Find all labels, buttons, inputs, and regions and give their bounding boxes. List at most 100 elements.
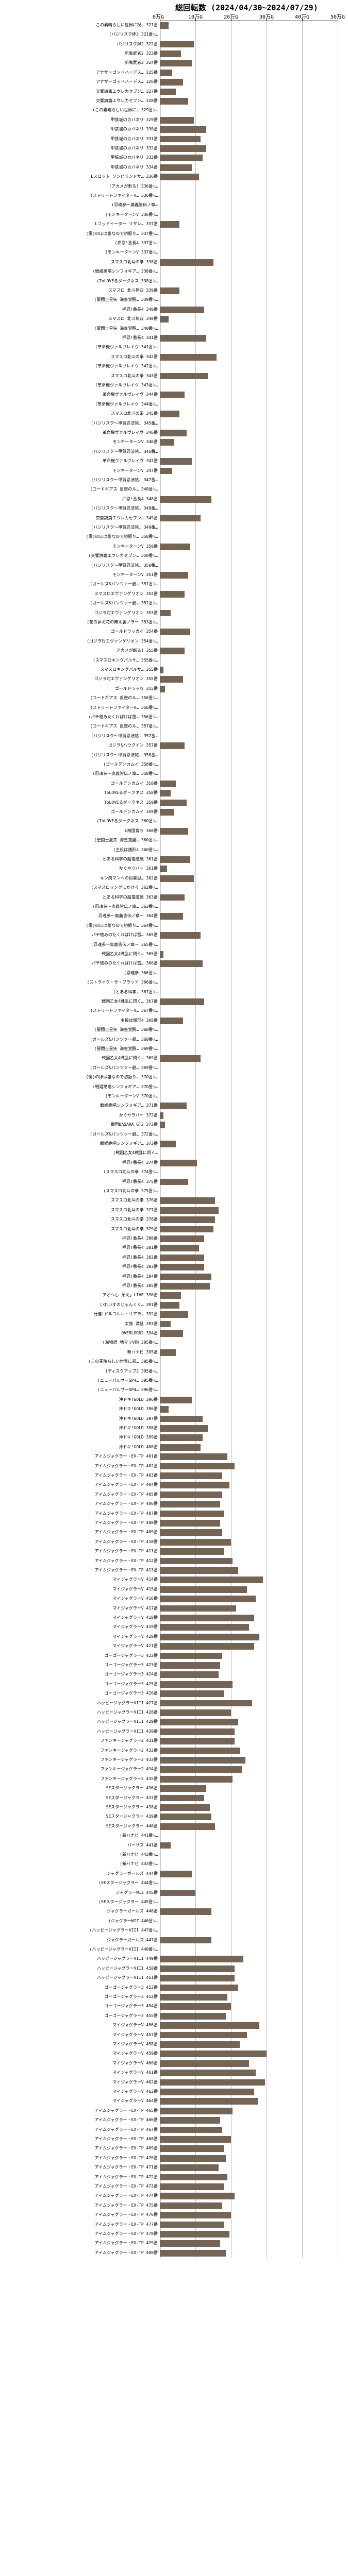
row-label: (バジリスク〜甲賀忍法帖… 349番…: [0, 524, 158, 531]
row-label: 沖ドキ!GOLD 396番: [0, 1406, 158, 1413]
bar: [160, 2041, 240, 2048]
row-label: (ガールズ&パンツァー最… 352番)…: [0, 600, 158, 607]
row-label: アイムジャグラー・EX-TP 413番: [0, 1567, 158, 1574]
row-label: 沖ドキ!GOLD 397番: [0, 1416, 158, 1422]
bar: [160, 866, 167, 872]
row-label: マイジャグラーV 418番: [0, 1615, 158, 1621]
row-label: (傷)のほは誰なので初振り… 370番)…: [0, 1074, 158, 1081]
bar: [160, 354, 217, 361]
bar: [160, 145, 206, 152]
row-label: アイムジャグラー・EX-TP 480番: [0, 2250, 158, 2257]
row-label: SEスタージャクラー 436番: [0, 1785, 158, 1792]
row-label: アイムジャグラー・EX-TP 402番: [0, 1463, 158, 1470]
bar: [160, 2212, 231, 2218]
bar: [160, 1141, 176, 1147]
bar: [160, 1216, 215, 1223]
row-label: (押忍!番長4 337番)…: [0, 240, 158, 247]
bar: [160, 572, 188, 579]
bar: [160, 1975, 235, 1981]
row-label: ゴーゴージャグラー3 426番: [0, 1690, 158, 1697]
bar: [160, 1757, 245, 1764]
bar: [160, 79, 183, 86]
bar: [160, 1103, 187, 1109]
row-label: アカメが斬る! 355番: [0, 648, 158, 654]
row-label: かぐやラバー 372番: [0, 1112, 158, 1119]
bar: [160, 2117, 220, 2124]
bar: [160, 1492, 222, 1498]
row-label: (バジリスク〜甲賀忍法帖… 345番…: [0, 420, 158, 427]
row-label: (ニューパルサーSP4… 395番)…: [0, 1378, 158, 1384]
bar: [160, 1463, 235, 1470]
row-label: SEスタージャクラー 440番: [0, 1823, 158, 1830]
row-label: 忍魂参～奥義皆伝ノ章～ 364番: [0, 913, 158, 920]
bar: [160, 1160, 197, 1166]
bar: [160, 2222, 224, 2228]
row-label: マイジャグラーV 420番: [0, 1634, 158, 1640]
bar: [160, 1112, 163, 1119]
bar: [160, 1179, 188, 1185]
bar: [160, 1662, 220, 1669]
row-label: SEスタージャクラー 438番: [0, 1804, 158, 1811]
bar: [160, 1529, 222, 1536]
row-label: 押忍!番長4 375番: [0, 1179, 158, 1185]
bar: [160, 1283, 210, 1290]
row-label: (ストライク・ザ・ブラッド 366番)…: [0, 979, 158, 986]
row-label: (とある科学… 367番)…: [0, 989, 158, 996]
row-label: マイジャグラーV 415番: [0, 1586, 158, 1593]
row-label: 交響詩篇エウレカセブン… 349番: [0, 515, 158, 522]
row-label: 押忍!番長4 381番: [0, 1245, 158, 1251]
row-label: マイジャグラーV 456番: [0, 2022, 158, 2029]
bar: [160, 1596, 256, 1602]
row-label: アイムジャグラー・EX-TP 473番: [0, 2183, 158, 2190]
row-label: 沖ドキ!GOLD 400番: [0, 1444, 158, 1451]
bar: [160, 2108, 233, 2114]
bar: [160, 1444, 201, 1451]
bar: [160, 913, 183, 920]
bar: [160, 2079, 265, 2086]
row-label: ハッピージャグラーVIII 451番: [0, 1975, 158, 1981]
row-label: 革命機ヴァルヴレイヴ 347番: [0, 458, 158, 465]
bar: [160, 1634, 259, 1640]
row-label: (ゴールデンカムイ 358番)…: [0, 761, 158, 768]
row-label: ハッピージャグラーVIII 428番: [0, 1709, 158, 1716]
row-label: マイジャグラーV 414番: [0, 1577, 158, 1583]
row-label: ゴールデンカムイ 359番: [0, 809, 158, 816]
bar: [160, 126, 206, 133]
bar: [160, 373, 208, 380]
row-label: (ストリートファイターV… 336番)…: [0, 193, 158, 199]
row-label: ファンキージャグラー2 431番: [0, 1738, 158, 1744]
row-label: (戦国乙女4戦乱に閃く…: [0, 1150, 158, 1157]
bar: [160, 1890, 195, 1896]
row-label: スマスロキングパルサ… 355番: [0, 667, 158, 673]
bar: [160, 174, 199, 180]
row-label: マイジャグラーV 459番: [0, 2050, 158, 2057]
bar: [160, 2145, 224, 2152]
row-label: アイムジャグラー・EX-TP 477番: [0, 2222, 158, 2228]
bar: [160, 809, 174, 816]
row-label: SEスタージャクラー 437番: [0, 1795, 158, 1802]
row-label: OVERLORD2 394番: [0, 1330, 158, 1337]
row-label: (聖闘士星矢 海皇覚醒… 340番)…: [0, 326, 158, 332]
row-label: (聖闘士星矢 海皇覚醒… 339番)…: [0, 297, 158, 303]
bar: [160, 828, 188, 835]
row-label: 太鼓 満旦 393番: [0, 1321, 158, 1328]
row-label: (主役は銭形4 360番)…: [0, 847, 158, 854]
bar: [160, 515, 201, 522]
row-label: マイジャグラーV 463番: [0, 2089, 158, 2095]
bar: [160, 1956, 243, 1962]
row-label: 戦国乙女4戦乱に閃く… 367番: [0, 998, 158, 1005]
row-label: アイムジャグラー・EX-TP 472番: [0, 2174, 158, 2181]
bar: [160, 676, 183, 683]
row-label: (バジリスク〜甲賀忍法帖… 347番…: [0, 477, 158, 484]
row-label: マイジャグラーV 457番: [0, 2032, 158, 2039]
row-label: アイムジャグラー・EX-TP 471番: [0, 2164, 158, 2171]
row-label: (ゴジラ対エヴァンゲリオン 354番)…: [0, 638, 158, 645]
bar: [160, 932, 201, 939]
bar: [160, 1586, 247, 1593]
bar: [160, 1482, 229, 1488]
row-label: (コードギアス 反逆のル… 357番)…: [0, 723, 158, 730]
row-label: (新ハナビ 441番)…: [0, 1833, 158, 1839]
row-label: アイムジャグラー・EX-TP 478番: [0, 2231, 158, 2238]
row-label: (忍魂参～奥義皆伝ノ章… 363番)…: [0, 904, 158, 910]
bar: [160, 41, 194, 48]
